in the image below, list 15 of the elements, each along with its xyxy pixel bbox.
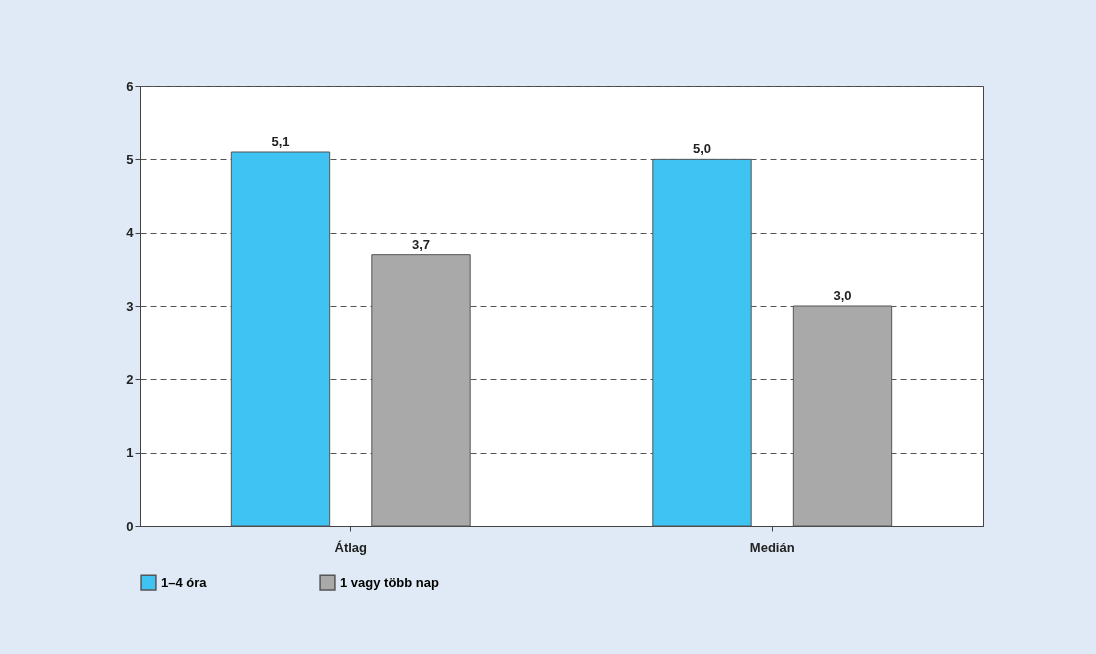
x-tick-label: Átlag bbox=[334, 539, 368, 555]
legend-label: 1–4 óra bbox=[161, 574, 208, 590]
y-tick-label: 2 bbox=[126, 371, 134, 387]
y-tick-label: 0 bbox=[126, 518, 134, 534]
data-label: 3,0 bbox=[833, 288, 852, 303]
data-label: 5,0 bbox=[692, 141, 712, 157]
x-tick-label: Medián bbox=[749, 539, 795, 555]
y-tick-label: 3 bbox=[126, 298, 134, 314]
y-tick-label: 5 bbox=[126, 151, 134, 167]
y-tick-label: 4 bbox=[126, 225, 135, 241]
legend-label: 1 vagy több nap bbox=[340, 574, 440, 590]
y-tick-label: 6 bbox=[126, 78, 134, 94]
data-label: 3,7 bbox=[411, 236, 431, 252]
y-tick-label: 1 bbox=[126, 445, 134, 461]
data-label: 5,1 bbox=[271, 134, 290, 149]
